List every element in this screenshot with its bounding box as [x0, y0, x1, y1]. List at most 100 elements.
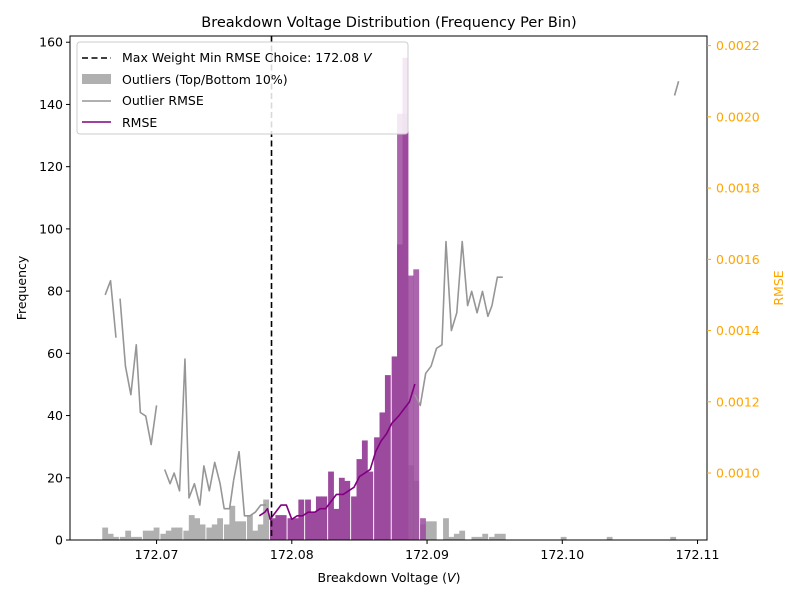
outlier-rmse-line [673, 81, 680, 96]
frequency-bar [367, 471, 374, 540]
y-tick-label: 80 [47, 284, 63, 299]
x-tick-label: 172.09 [405, 547, 449, 562]
right-tick-label: 0.0014 [716, 323, 760, 338]
outlier-bar [606, 536, 613, 540]
outlier-bar [194, 518, 201, 540]
outlier-bar [257, 524, 264, 540]
outlier-bar [223, 524, 230, 540]
x-tick-label: 172.07 [135, 547, 179, 562]
legend-outliers-label: Outliers (Top/Bottom 10%) [122, 72, 288, 87]
legend: Max Weight Min RMSE Choice: 172.08 V Out… [76, 41, 409, 135]
right-tick-label: 0.0022 [716, 38, 760, 53]
right-axis-label: RMSE [771, 270, 786, 305]
outlier-rmse-line [119, 298, 158, 446]
right-tick-label: 0.0012 [716, 394, 760, 409]
outlier-bar [425, 521, 432, 540]
outlier-bar [206, 527, 213, 540]
frequency-bar [328, 471, 334, 540]
right-tick-label: 0.0016 [716, 252, 760, 267]
outlier-bar [448, 536, 455, 540]
outlier-bar [119, 536, 126, 540]
y-tick-label: 140 [39, 97, 63, 112]
legend-frame [76, 41, 409, 135]
outlier-bar [482, 533, 489, 540]
legend-outliers-swatch [82, 74, 111, 84]
outlier-bar [148, 530, 155, 540]
frequency-bar [351, 496, 357, 540]
outlier-bar [443, 518, 449, 540]
y-tick-label: 20 [47, 470, 63, 485]
frequency-bar [397, 113, 403, 540]
outlier-bar [102, 527, 109, 540]
outlier-bar [153, 527, 160, 540]
y-tick-label: 160 [39, 35, 63, 50]
legend-vline-label: Max Weight Min RMSE Choice: 172.08 V [122, 50, 373, 65]
outlier-bar [670, 536, 677, 540]
frequency-bar [292, 518, 299, 540]
frequency-bar [374, 437, 380, 540]
x-tick-label: 172.10 [540, 547, 584, 562]
x-axis-label: Breakdown Voltage (V) [318, 570, 461, 585]
outlier-bar [252, 530, 259, 540]
outlier-bar [171, 527, 178, 540]
y-axis-label: Frequency [14, 255, 29, 320]
frequency-bar [356, 459, 363, 540]
outlier-rmse-line [104, 279, 117, 338]
outlier-bar [165, 530, 172, 540]
frequency-bar [305, 499, 311, 540]
y-tick-label: 120 [39, 159, 63, 174]
outlier-bar [246, 515, 253, 540]
right-tick-label: 0.0010 [716, 466, 760, 481]
outlier-bar [113, 536, 119, 540]
x-axis-label-unit: V [447, 570, 457, 585]
outlier-bar [560, 536, 567, 540]
frequency-bar [269, 518, 276, 540]
frequency-bar [402, 57, 409, 540]
frequency-bar [361, 440, 368, 540]
right-axis-ticks: 0.0010 0.0012 0.0014 0.0016 0.0018 0.0020 0.00… [707, 38, 760, 481]
outlier-bar [199, 524, 206, 540]
outlier-bar [476, 536, 483, 540]
y-tick-label: 0 [55, 533, 63, 548]
outlier-bar [217, 518, 224, 540]
outlier-bar [160, 533, 167, 540]
outlier-bar [459, 530, 466, 540]
frequency-bar [379, 412, 386, 540]
outlier-rmse-line [163, 358, 235, 510]
x-tick-label: 172.08 [270, 547, 314, 562]
frequency-bar [333, 508, 340, 540]
x-axis-label-end: ) [456, 570, 461, 585]
outlier-bar [130, 536, 137, 540]
frequency-bar [413, 269, 420, 540]
right-tick-label: 0.0018 [716, 181, 760, 196]
outlier-bar [453, 533, 460, 540]
frequency-bar [338, 477, 345, 540]
frequency-bar [420, 518, 426, 540]
legend-vline-unit: V [363, 50, 373, 65]
outlier-bar [136, 536, 142, 540]
outlier-bar [263, 499, 270, 540]
rmse-lines [104, 81, 680, 521]
frequency-bar [298, 499, 305, 540]
outlier-bar [489, 536, 495, 540]
frequency-bar [275, 515, 282, 540]
plot-frame [69, 35, 708, 541]
x-axis-ticks: 172.07 172.08 172.09 172.10 172.11 [135, 540, 720, 562]
legend-vline-text: Max Weight Min RMSE Choice: 172.08 [122, 50, 363, 65]
frequency-bar [344, 480, 351, 540]
outlier-bar [211, 524, 218, 540]
outlier-bar [125, 530, 132, 540]
outlier-rmse-line [232, 450, 267, 517]
outlier-bar [240, 521, 247, 540]
y-tick-label: 60 [47, 346, 63, 361]
y-axis-ticks: 0 20 40 60 80 100 120 140 160 [39, 35, 70, 548]
outlier-bar [183, 530, 190, 540]
frequency-bar [407, 275, 414, 540]
frequency-bar [391, 356, 398, 540]
outlier-bar [499, 533, 506, 540]
outlier-bar [229, 505, 236, 540]
outlier-bar [494, 533, 501, 540]
legend-rmse-label: RMSE [122, 115, 157, 130]
x-tick-label: 172.11 [676, 547, 720, 562]
